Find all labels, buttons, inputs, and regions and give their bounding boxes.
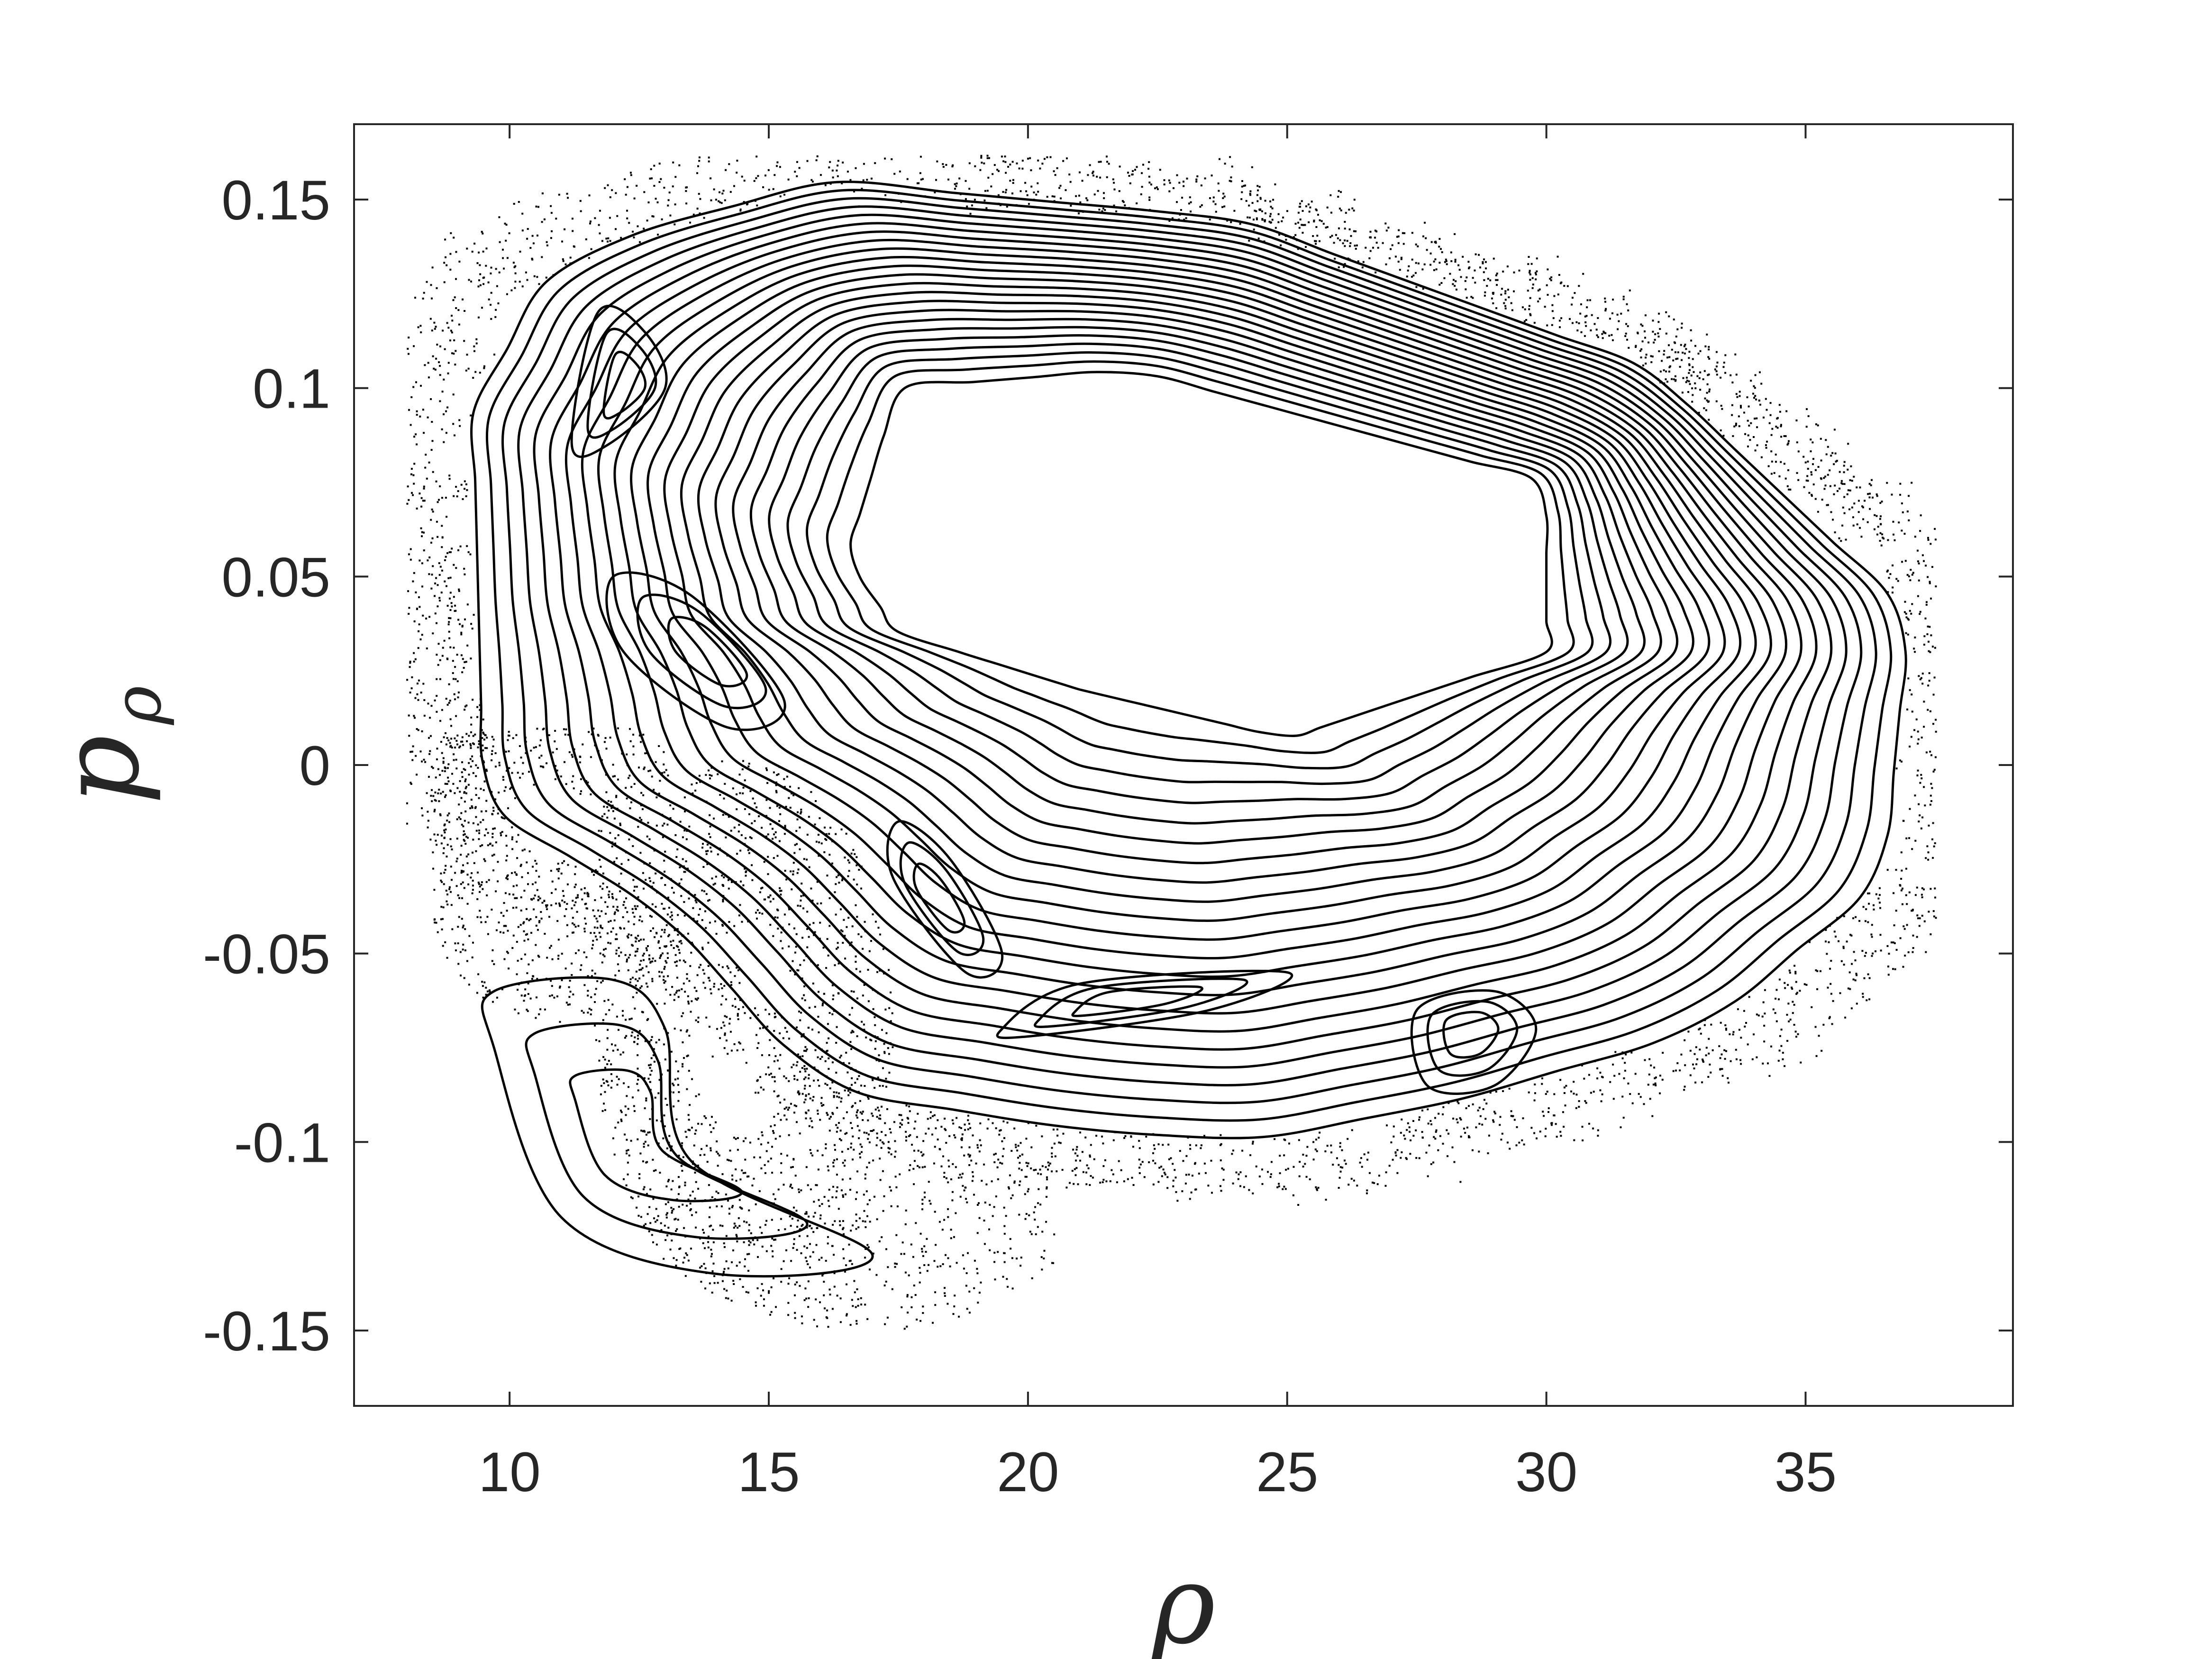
y-tick-label: -0.05 — [203, 923, 330, 986]
invariant-curves — [470, 181, 1907, 1278]
resonance-island-curve — [605, 571, 786, 731]
invariant-ring — [680, 291, 1711, 903]
resonance-island-curve — [1426, 1000, 1519, 1077]
invariant-ring — [786, 342, 1612, 785]
invariant-ring — [613, 255, 1772, 978]
y-axis-ticks: -0.15 -0.1 -0.05 0 0.05 0.1 0.15 — [203, 169, 2013, 1363]
x-axis-ticks: 10 15 20 25 30 35 — [478, 124, 1837, 1504]
x-tick-label: 15 — [737, 1441, 800, 1504]
invariant-ring — [714, 309, 1679, 865]
y-tick-label: 0 — [299, 735, 330, 797]
x-tick-label: 10 — [478, 1441, 540, 1504]
resonance-island-curve — [525, 1022, 809, 1240]
x-tick-label: 35 — [1775, 1441, 1837, 1504]
resonance-island-curve — [667, 616, 748, 688]
invariant-ring — [470, 181, 1907, 1139]
resonance-island-curve — [1071, 985, 1203, 1017]
y-axis-label-subscript: ρ — [99, 686, 176, 726]
resonance-island-curve — [1410, 989, 1538, 1095]
resonance-island-curve — [586, 328, 657, 439]
invariant-ring — [732, 318, 1662, 845]
resonance-island-curve — [912, 862, 966, 934]
y-tick-label: -0.15 — [203, 1300, 330, 1363]
invariant-ring — [485, 189, 1893, 1122]
invariant-ring — [806, 351, 1594, 770]
invariant-ring — [564, 230, 1818, 1033]
resonance-island-curve — [636, 593, 767, 710]
y-axis-label: p ρ — [37, 686, 176, 805]
invariant-ring — [826, 360, 1575, 754]
invariant-ring — [501, 197, 1877, 1104]
invariant-ring — [849, 371, 1553, 737]
invariant-ring — [533, 213, 1848, 1069]
invariant-ring — [630, 264, 1757, 960]
resonance-island-curve — [602, 351, 647, 419]
resonance-island-curve — [481, 976, 874, 1278]
resonance-island-curve — [1442, 1011, 1500, 1059]
resonance-island-curve — [899, 841, 985, 957]
invariant-ring — [517, 205, 1863, 1086]
resonance-island-curve — [886, 820, 1004, 979]
x-tick-label: 25 — [1256, 1441, 1318, 1504]
resonance-island-curve — [996, 969, 1293, 1039]
y-tick-label: 0.1 — [253, 358, 330, 420]
y-tick-label: 0.05 — [221, 546, 330, 609]
y-axis-label-main: p — [37, 735, 164, 804]
invariant-ring — [768, 334, 1629, 804]
y-tick-label: -0.1 — [234, 1112, 330, 1174]
chaotic-sea-points — [406, 155, 1937, 1330]
invariant-ring — [663, 282, 1726, 922]
invariant-ring — [646, 273, 1742, 941]
y-tick-label: 0.15 — [221, 169, 330, 232]
invariant-ring — [597, 247, 1788, 996]
chaotic-sea-dots — [406, 155, 1937, 1330]
resonance-island-curve — [570, 304, 668, 458]
resonance-island-curve — [569, 1068, 743, 1203]
invariant-ring — [697, 300, 1694, 884]
x-tick-label: 20 — [997, 1441, 1059, 1504]
invariant-ring — [749, 326, 1646, 825]
x-tick-label: 30 — [1515, 1441, 1577, 1504]
x-axis-label: ρ — [1150, 1542, 1215, 1659]
invariant-ring — [581, 238, 1802, 1015]
resonance-island-curve — [1033, 977, 1248, 1028]
